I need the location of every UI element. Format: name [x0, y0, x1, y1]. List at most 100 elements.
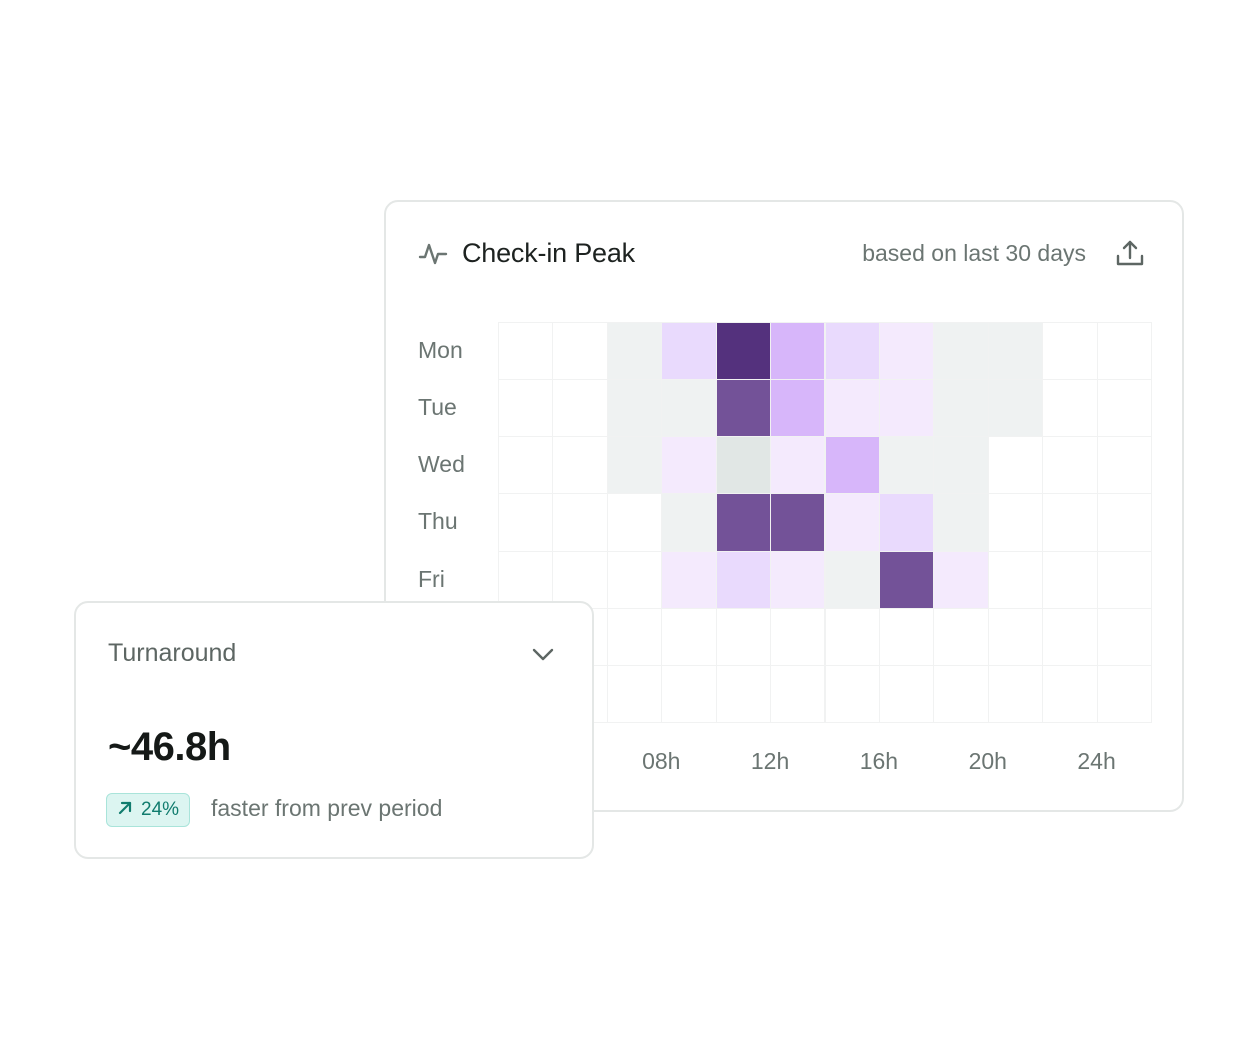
heatmap-cell — [987, 607, 1044, 666]
heatmap-cell — [1096, 322, 1152, 381]
heatmap-cell — [933, 436, 989, 495]
heatmap-cell — [1042, 493, 1098, 552]
heatmap-cell — [987, 379, 1044, 438]
check-in-peak-card: Check-in Peak based on last 30 days Mon T… — [384, 200, 1184, 812]
heatmap-row-label: Mon — [418, 337, 463, 363]
heatmap-cell — [715, 379, 772, 438]
heatmap-cell — [770, 379, 826, 438]
peak-header: Check-in Peak — [418, 238, 635, 269]
heatmap-cell — [878, 493, 935, 552]
heatmap-cell — [498, 436, 554, 495]
heatmap-cell — [987, 322, 1044, 381]
heatmap-x-label: 08h — [642, 748, 681, 774]
heatmap-cell — [933, 379, 989, 438]
heatmap-cell — [715, 322, 772, 381]
heatmap-cell — [606, 550, 663, 609]
heatmap-cell — [1096, 379, 1152, 438]
heatmap-cell — [878, 664, 935, 723]
heatmap-cell — [933, 607, 989, 666]
heatmap-cell — [715, 607, 772, 666]
heatmap-x-label: 16h — [859, 748, 899, 774]
chevron-down-icon[interactable] — [530, 641, 556, 667]
heatmap-cell — [1042, 436, 1098, 495]
heatmap-cell — [498, 379, 554, 438]
heatmap-cell — [552, 379, 608, 438]
peak-subtitle: based on last 30 days — [862, 240, 1086, 266]
change-badge: 24% — [106, 793, 191, 827]
heatmap-cell — [824, 493, 880, 552]
heatmap-cell — [1096, 436, 1152, 495]
heatmap-cell — [715, 550, 772, 609]
heatmap-cell — [987, 550, 1044, 609]
heatmap-cell — [770, 550, 826, 609]
change-value: 24% — [141, 799, 180, 820]
heatmap-cell — [498, 493, 554, 552]
heatmap-x-label: 24h — [1077, 748, 1116, 774]
peak-title: Check-in Peak — [462, 238, 635, 268]
heatmap-cell — [1096, 664, 1152, 723]
heatmap-cell — [824, 607, 880, 666]
heatmap-cell — [933, 550, 989, 609]
heatmap-cell — [498, 322, 554, 381]
heatmap-row-label: Fri — [418, 565, 445, 592]
heatmap-cell — [606, 607, 663, 666]
heatmap-cell — [987, 664, 1044, 723]
heatmap-cell — [987, 436, 1044, 495]
heatmap-cell — [878, 436, 935, 495]
change-note: faster from prev period — [211, 795, 443, 821]
heatmap-cell — [933, 322, 989, 381]
heatmap-cell — [606, 493, 663, 552]
heatmap-cell — [878, 379, 935, 438]
heatmap-cell — [606, 322, 663, 381]
heatmap-cell — [770, 493, 826, 552]
heatmap-cell — [715, 436, 772, 495]
heatmap-cell — [661, 379, 717, 438]
heatmap-cell — [770, 664, 826, 723]
heatmap-cell — [770, 322, 826, 381]
heatmap-row-label: Wed — [418, 451, 465, 478]
heatmap-cell — [1042, 664, 1098, 723]
heatmap-cell — [661, 664, 717, 723]
heatmap-cell — [770, 436, 826, 495]
heatmap-cell — [1096, 493, 1152, 552]
heatmap-cell — [1042, 550, 1098, 609]
heatmap-cell — [824, 664, 880, 723]
heatmap-cell — [878, 322, 935, 381]
heatmap-cell — [1096, 607, 1152, 666]
heatmap-cell — [552, 550, 608, 609]
heatmap-cell — [552, 322, 608, 381]
heatmap-cell — [1096, 550, 1152, 609]
heatmap-cell — [1042, 607, 1098, 666]
heatmap-x-label: 20h — [968, 748, 1007, 774]
heatmap-cell — [1042, 379, 1098, 438]
heatmap-cell — [770, 607, 826, 666]
heatmap-cell — [824, 436, 880, 495]
heatmap-cell — [606, 664, 663, 723]
heatmap-cell — [987, 493, 1044, 552]
heatmap-row-label: Tue — [418, 394, 457, 421]
heatmap-cell — [661, 436, 717, 495]
turnaround-card: Turnaround ~46.8h 24% faster from prev p… — [74, 601, 594, 859]
heatmap-cell — [933, 664, 989, 723]
heatmap-cell — [552, 493, 608, 552]
heatmap-cell — [824, 322, 880, 381]
heatmap-cell — [824, 379, 880, 438]
heatmap-cell — [933, 493, 989, 552]
heatmap-cell — [498, 550, 554, 609]
heatmap-cell — [606, 436, 663, 495]
heatmap-cell — [552, 436, 608, 495]
heatmap-grid — [498, 322, 1152, 723]
heatmap-cell — [661, 322, 717, 381]
turnaround-title: Turnaround — [108, 639, 237, 667]
turnaround-value: ~46.8h — [108, 725, 231, 769]
arrow-up-right-icon — [117, 800, 133, 821]
heatmap-cell — [1042, 322, 1098, 381]
export-icon[interactable] — [1114, 238, 1146, 270]
heatmap-x-label: 12h — [750, 748, 790, 774]
heatmap-cell — [715, 664, 772, 723]
heatmap-cell — [661, 607, 717, 666]
heatmap-cell — [824, 550, 880, 609]
heatmap-row-label: Thu — [418, 508, 458, 535]
heatmap-cell — [661, 550, 717, 609]
heatmap-cell — [606, 379, 663, 438]
